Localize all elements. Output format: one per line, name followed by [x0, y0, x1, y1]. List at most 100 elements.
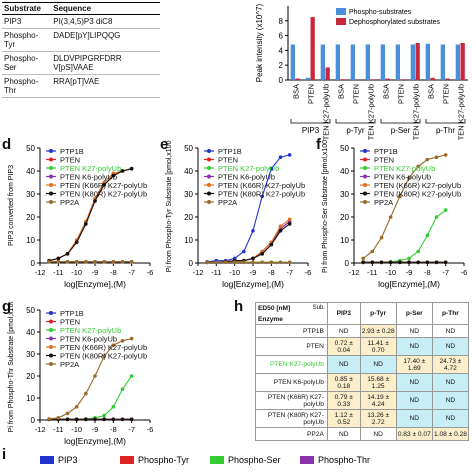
bar	[320, 44, 325, 80]
data-point	[102, 417, 106, 422]
panel-label-h: h	[234, 298, 244, 315]
y-tick-label: 10	[184, 236, 193, 245]
data-point	[129, 260, 134, 264]
legend-marker	[207, 183, 211, 187]
bar	[425, 43, 430, 80]
value-cell: 0.83 ± 0.07	[395, 427, 433, 441]
x-tick-label: -12	[349, 268, 360, 277]
x-tick-label: -8	[110, 425, 117, 434]
x-tick-label: PTEN K27-polyUb	[457, 84, 466, 140]
value-cell: ND	[326, 355, 361, 374]
pip3-dose-response-chart: 0 10 20 30 40 50 -12 -11 -10 -9 -8 -7 -6 log[Enzyme],…	[8, 144, 153, 289]
x-tick-label: PTEN	[442, 84, 451, 104]
data-point	[370, 260, 375, 265]
x-tick-label: -9	[92, 425, 99, 434]
panel-label-f: f	[316, 136, 321, 153]
y-tick-label: 30	[340, 190, 349, 199]
data-point	[65, 417, 70, 422]
x-tick-label: -6	[305, 268, 312, 277]
legend-swatch	[40, 456, 54, 464]
y-tick-label: 40	[184, 167, 193, 176]
value-cell: ND	[395, 324, 433, 338]
panel-i-legend: PIP3 Phospho-Tyr Phospho-Ser Phospho-Thr	[40, 455, 370, 465]
legend-label: PTEN	[60, 156, 80, 165]
panel-label-i: i	[2, 446, 7, 463]
value-cell: ND	[395, 373, 433, 392]
group-bracket	[380, 119, 421, 124]
y-tick-label: 50	[26, 144, 35, 153]
legend-label: Phospho-Ser	[228, 455, 281, 465]
data-point	[260, 194, 264, 199]
x-tick-label: BSA	[427, 84, 436, 99]
data-point	[278, 229, 283, 233]
value-cell: ND	[431, 324, 470, 338]
x-tick-label: -10	[385, 268, 396, 277]
x-tick-label: -7	[286, 268, 293, 277]
legend-marker	[49, 183, 53, 187]
legend-swatch	[210, 456, 224, 464]
x-tick-label: -10	[71, 268, 82, 277]
enzyme-cell: PP2A	[255, 427, 328, 441]
x-tick-label: PTEN	[307, 84, 316, 104]
bar	[400, 79, 405, 80]
x-tick-label: -12	[35, 425, 46, 434]
table-row: PP2A ND ND 0.83 ± 0.07 1.08 ± 0.28	[255, 427, 470, 441]
col-header-pip3: PIP3	[326, 302, 361, 325]
x-tick-label: BSA	[337, 84, 346, 99]
panel-label-d: d	[2, 136, 12, 153]
y-tick-label: 0	[345, 259, 350, 268]
bar	[370, 79, 375, 80]
y-tick-label: 30	[26, 190, 35, 199]
table-row: Phospho-Thr RRA[pT]VAE	[2, 74, 160, 98]
y-tick-label: 10	[26, 394, 35, 403]
data-point	[269, 166, 274, 171]
phospho-tyr-dose-response-chart: 0 10 20 30 40 50 -12 -11 -10 -9 -8 -7 -6 log[Enzyme],…	[166, 140, 312, 289]
data-point	[425, 157, 430, 162]
legend-marker	[49, 149, 53, 153]
y-tick-label: 10	[26, 236, 35, 245]
legend-label: Phospho-substrates	[349, 9, 412, 16]
y-tick-label: 50	[26, 306, 35, 315]
data-point	[434, 155, 439, 159]
group-label: PIP3	[302, 126, 320, 135]
y-tick-label: 4	[279, 46, 284, 55]
value-cell: ND	[326, 324, 361, 338]
enzyme-cell: PTEN (K80R) K27-polyUb	[255, 409, 328, 428]
sequence-cell: RRA[pT]VAE	[51, 74, 160, 98]
legend-label: Phospho-Thr	[318, 455, 370, 465]
data-point	[379, 235, 384, 240]
y-tick-label: 0	[189, 259, 194, 268]
data-point	[278, 260, 283, 265]
data-point	[56, 256, 61, 261]
value-cell: 2.93 ± 0.28	[359, 324, 397, 338]
x-tick-label: -11	[367, 268, 377, 277]
legend-marker	[207, 191, 211, 196]
bar	[305, 77, 310, 80]
group-bracket	[335, 119, 376, 124]
ed50-table: ED50 [nM] Sub. Enzyme PIP3 p-Tyr p-Ser p…	[255, 302, 470, 441]
legend-label: PTEN (K80R) K27-polyUb	[218, 190, 305, 199]
value-cell: 0.85 ± 0.18	[326, 373, 361, 392]
bar	[350, 44, 355, 80]
bar	[290, 44, 295, 80]
data-point	[129, 336, 134, 341]
x-axis-title: log[Enzyme],(M)	[222, 279, 284, 289]
value-cell: ND	[359, 355, 397, 374]
data-point	[93, 417, 97, 422]
series-line	[49, 338, 132, 420]
table-row: PTEN (K80R) K27-polyUb 1.12 ± 0.52 13.26…	[255, 409, 470, 428]
bar	[365, 44, 370, 80]
table-row: PTEN K6-polyUb 0.85 ± 0.18 15.68 ± 1.25 …	[255, 373, 470, 392]
data-point	[398, 260, 402, 265]
value-cell: ND	[395, 409, 433, 428]
series-line	[49, 168, 132, 262]
legend-label: PP2A	[60, 198, 79, 207]
col-header-pser: p-Ser	[395, 302, 433, 325]
x-tick-label: -6	[461, 268, 468, 277]
data-point	[56, 416, 61, 420]
group-bracket	[290, 119, 331, 124]
value-cell: ND	[431, 373, 470, 392]
value-cell: ND	[431, 409, 470, 428]
x-tick-label: -9	[250, 268, 257, 277]
data-point	[416, 164, 420, 169]
